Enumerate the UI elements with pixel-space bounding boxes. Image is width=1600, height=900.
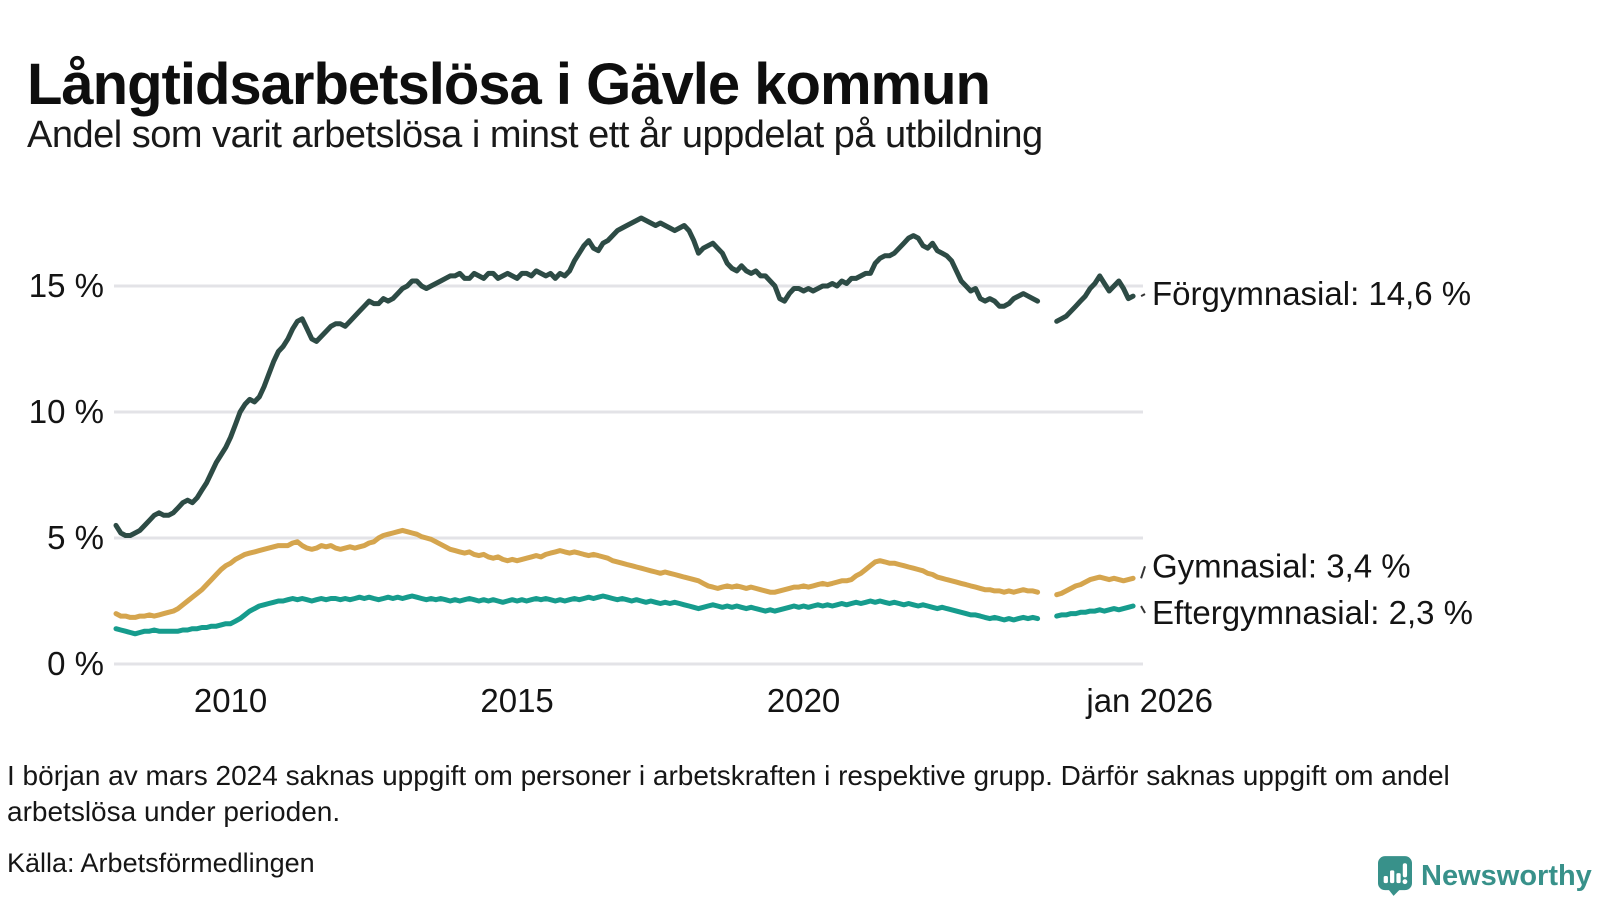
page-title: Långtidsarbetslösa i Gävle kommun	[27, 51, 991, 117]
chart-svg: 0 % 5 % 10 % 15 % 2010 2015 2020 jan 2026 Förgym…	[29, 215, 1473, 719]
svg-text:0 %: 0 %	[47, 645, 104, 682]
chart-footnote: I början av mars 2024 saknas uppgift om …	[7, 760, 1450, 827]
svg-text:2020: 2020	[767, 682, 840, 719]
newsworthy-logo: Newsworthy	[1378, 856, 1592, 896]
svg-text:jan 2026: jan 2026	[1085, 682, 1213, 719]
svg-text:10 %: 10 %	[29, 393, 104, 430]
svg-text:5 %: 5 %	[47, 519, 104, 556]
newsworthy-bubble-chart-icon	[1378, 856, 1412, 896]
svg-text:Eftergymnasial: 2,3 %: Eftergymnasial: 2,3 %	[1152, 594, 1473, 631]
source-label: Källa: Arbetsförmedlingen	[7, 848, 315, 878]
chart-subtitle: Andel som varit arbetslösa i minst ett å…	[27, 114, 1043, 156]
svg-text:2010: 2010	[194, 682, 267, 719]
svg-text:15 %: 15 %	[29, 267, 104, 304]
svg-text:Gymnasial: 3,4 %: Gymnasial: 3,4 %	[1152, 547, 1411, 584]
line-chart: 0 % 5 % 10 % 15 % 2010 2015 2020 jan 2026 Förgym…	[0, 170, 1600, 730]
svg-text:2015: 2015	[480, 682, 553, 719]
newsworthy-wordmark: Newsworthy	[1421, 859, 1592, 892]
svg-text:Förgymnasial: 14,6 %: Förgymnasial: 14,6 %	[1152, 275, 1471, 312]
